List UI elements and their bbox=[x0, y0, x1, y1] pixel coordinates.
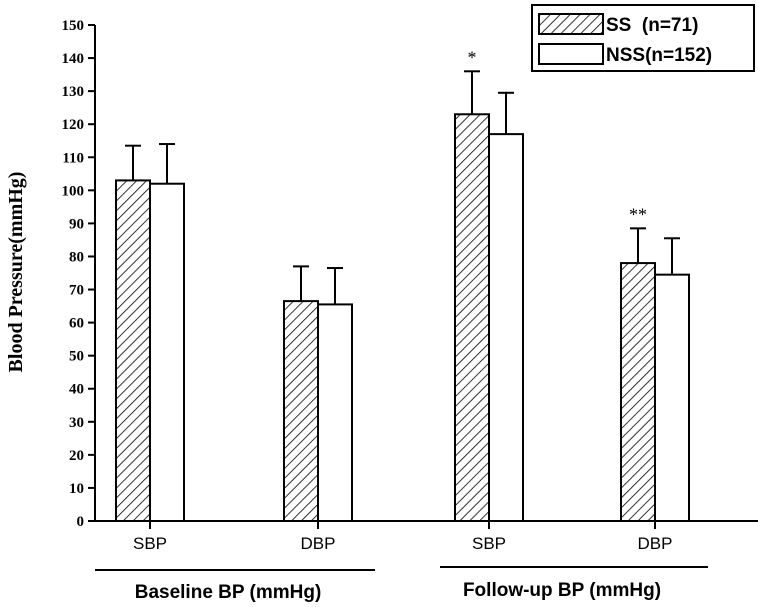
y-tick-label: 70 bbox=[69, 283, 84, 299]
legend-swatch-ss bbox=[538, 13, 604, 35]
bar-nss bbox=[317, 303, 353, 522]
y-tick-label: 150 bbox=[62, 18, 85, 34]
y-tick-label: 10 bbox=[69, 481, 84, 497]
bar-ss bbox=[454, 113, 490, 522]
y-tick-label: 30 bbox=[69, 415, 84, 431]
x-tick-label: DBP bbox=[301, 534, 336, 553]
y-tick-label: 40 bbox=[69, 382, 84, 398]
significance-marker: ** bbox=[629, 204, 647, 224]
y-tick-label: 140 bbox=[62, 51, 85, 67]
legend-swatch-nss bbox=[538, 43, 604, 65]
y-tick-label: 100 bbox=[62, 183, 85, 199]
bar-ss bbox=[620, 262, 656, 522]
x-tick-label: SBP bbox=[133, 534, 167, 553]
significance-marker: * bbox=[468, 47, 477, 67]
y-tick-label: 0 bbox=[77, 514, 85, 530]
y-tick-label: 80 bbox=[69, 249, 84, 265]
y-tick-label: 130 bbox=[62, 84, 85, 100]
bar-ss bbox=[283, 300, 319, 522]
y-tick-label: 90 bbox=[69, 216, 84, 232]
x-tick-label: DBP bbox=[638, 534, 673, 553]
y-tick-label: 60 bbox=[69, 316, 84, 332]
bar-ss bbox=[115, 179, 151, 522]
bar-nss bbox=[149, 182, 185, 522]
y-tick-label: 120 bbox=[62, 117, 85, 133]
y-tick-label: 110 bbox=[62, 150, 84, 166]
bar-nss bbox=[654, 273, 690, 522]
legend-label-nss: NSS(n=152) bbox=[606, 45, 712, 66]
y-tick-label: 50 bbox=[69, 349, 84, 365]
group-label: Follow-up BP (mmHg) bbox=[463, 580, 661, 601]
bar-nss bbox=[488, 133, 524, 522]
x-tick-label: SBP bbox=[472, 534, 506, 553]
legend: SS (n=71) NSS(n=152) bbox=[531, 4, 755, 72]
y-tick-label: 20 bbox=[69, 448, 84, 464]
y-axis-label: Blood Pressure(mmHg) bbox=[5, 172, 27, 373]
legend-label-ss: SS (n=71) bbox=[606, 15, 698, 36]
group-label: Baseline BP (mmHg) bbox=[135, 582, 322, 603]
